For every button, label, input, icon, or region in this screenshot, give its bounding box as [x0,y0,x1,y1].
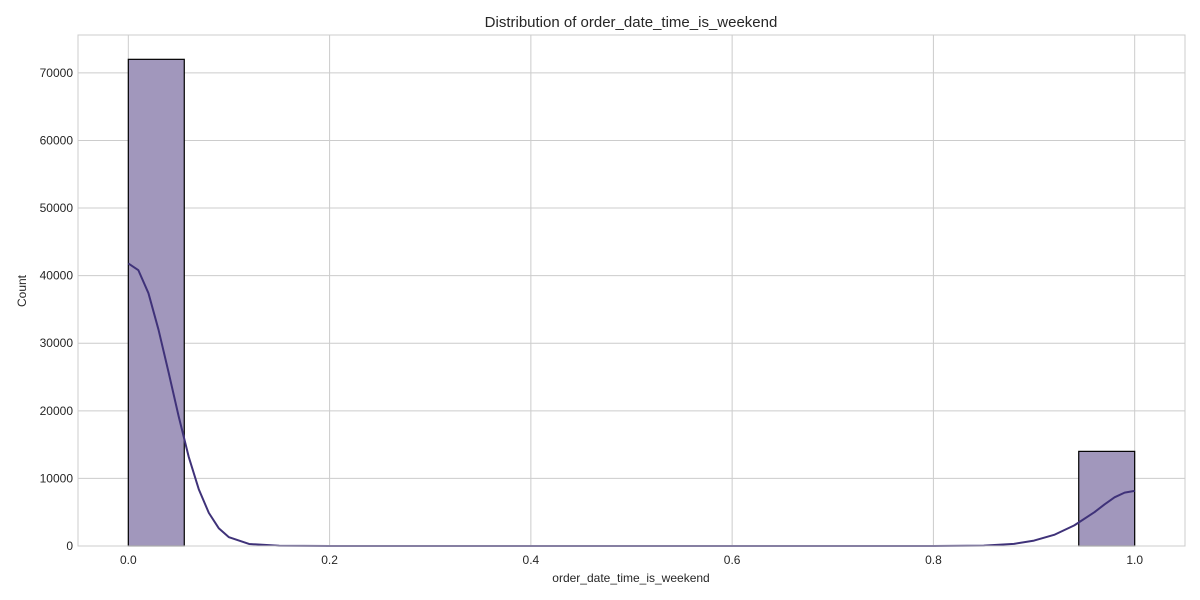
x-tick-label: 0.8 [925,553,942,567]
y-tick-label: 10000 [40,471,74,485]
y-tick-label: 20000 [40,404,74,418]
x-tick-label: 0.4 [523,553,540,567]
x-axis-label: order_date_time_is_weekend [552,571,709,585]
chart-title: Distribution of order_date_time_is_weeke… [485,14,778,31]
y-tick-label: 70000 [40,66,74,80]
x-tick-label: 0.6 [724,553,741,567]
x-tick-label: 0.2 [321,553,338,567]
tick-labels: 0.0 0.2 0.4 0.6 0.8 1.0 0 10000 20000 30000 40000 5… [40,66,1144,567]
kde-curve [127,262,1135,547]
y-tick-label: 30000 [40,336,74,350]
histogram-bar [127,58,185,547]
y-tick-label: 40000 [40,269,74,283]
histogram-bar [1078,450,1136,547]
grid-lines [78,35,1185,547]
x-tick-label: 1.0 [1126,553,1143,567]
kde-curve-group [127,262,1135,547]
y-tick-label: 50000 [40,201,74,215]
histogram-bars [127,58,1136,547]
y-tick-label: 60000 [40,133,74,147]
y-tick-label: 0 [66,539,73,553]
x-tick-label: 0.0 [120,553,137,567]
plot-frame [77,34,1186,547]
y-axis-label: Count [15,274,29,307]
